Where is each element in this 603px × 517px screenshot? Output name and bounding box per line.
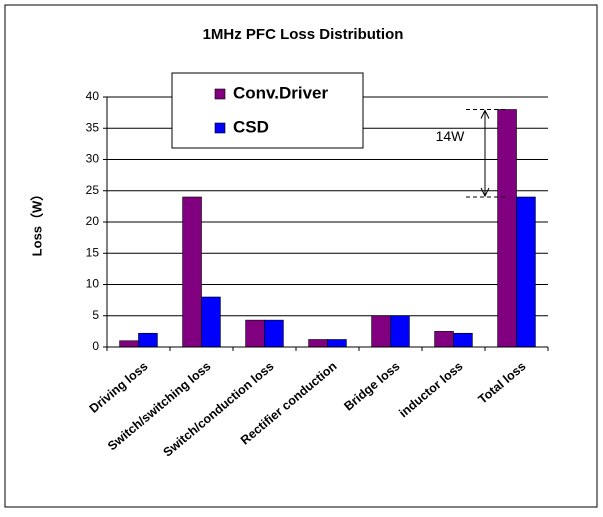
legend-swatch bbox=[214, 122, 226, 134]
y-tick-label: 30 bbox=[86, 152, 100, 166]
y-tick-label: 5 bbox=[92, 308, 99, 322]
bar bbox=[182, 196, 202, 348]
legend-label: CSD bbox=[233, 117, 269, 136]
y-axis-label: Loss（W） bbox=[29, 188, 44, 257]
bar bbox=[371, 315, 391, 348]
y-tick-label: 10 bbox=[86, 277, 100, 291]
arrow-head bbox=[480, 187, 490, 198]
bar bbox=[516, 196, 536, 348]
bar bbox=[264, 319, 284, 348]
arrow-head bbox=[480, 109, 490, 119]
bar bbox=[453, 332, 473, 348]
bar bbox=[119, 340, 139, 348]
bar bbox=[327, 339, 347, 348]
y-tick-label: 15 bbox=[86, 245, 100, 259]
legend-box bbox=[171, 72, 364, 149]
bar bbox=[434, 331, 454, 348]
chart-title: 1MHz PFC Loss Distribution bbox=[203, 26, 404, 43]
bar bbox=[308, 339, 328, 348]
y-tick-label: 35 bbox=[86, 120, 100, 134]
bar bbox=[245, 319, 265, 348]
bar bbox=[138, 332, 158, 348]
bar bbox=[201, 296, 221, 348]
legend-label: Conv.Driver bbox=[233, 83, 328, 102]
bar bbox=[390, 315, 410, 348]
legend-swatch bbox=[214, 88, 226, 100]
y-tick-label: 25 bbox=[86, 183, 100, 197]
annotation-label: 14W bbox=[436, 128, 466, 144]
y-tick-label: 40 bbox=[86, 89, 100, 103]
bar bbox=[497, 109, 517, 348]
y-tick-label: 0 bbox=[92, 339, 99, 353]
y-tick-label: 20 bbox=[86, 214, 100, 228]
